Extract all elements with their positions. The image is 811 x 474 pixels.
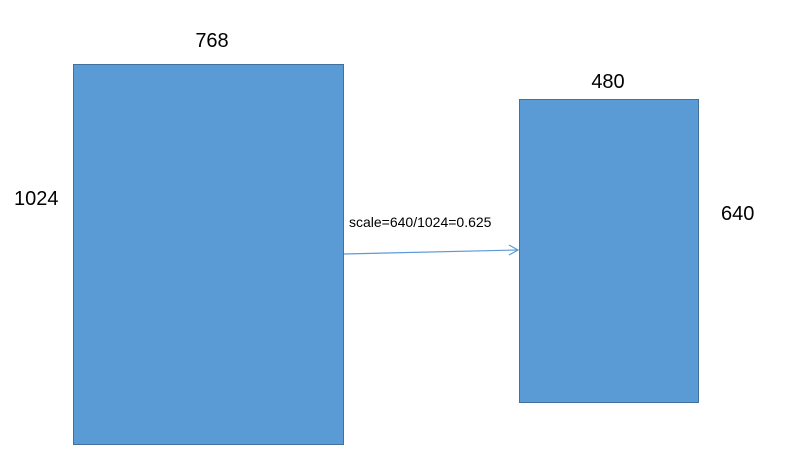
scale-arrowhead	[508, 244, 520, 256]
scale-formula-label: scale=640/1024=0.625	[349, 214, 492, 230]
scale-arrow-shaft	[343, 249, 518, 255]
scaled-width-label: 480	[591, 71, 625, 93]
original-height-label: 1024	[14, 188, 59, 210]
original-width-label: 768	[195, 30, 229, 52]
original-size-rectangle	[73, 64, 344, 445]
scaled-height-label: 640	[721, 203, 755, 225]
scaled-size-rectangle	[519, 99, 699, 403]
